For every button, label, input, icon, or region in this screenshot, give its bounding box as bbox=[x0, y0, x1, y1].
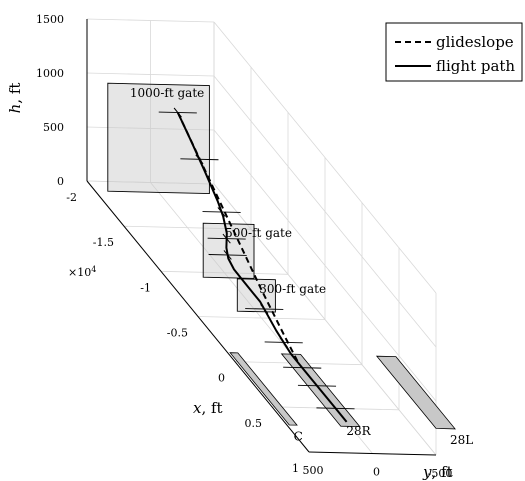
runway-label: 28L bbox=[450, 433, 473, 447]
runway-label: C bbox=[294, 429, 303, 443]
back-wall-gridline bbox=[213, 129, 437, 402]
y-tick-label: 500 bbox=[303, 464, 324, 477]
back-wall-gridline bbox=[213, 21, 437, 294]
marker-fuselage bbox=[331, 403, 340, 414]
aircraft-marker bbox=[180, 154, 219, 165]
z-tick-label: 1500 bbox=[36, 13, 64, 26]
marker-fuselage bbox=[223, 250, 232, 260]
marker-fuselage bbox=[298, 362, 307, 373]
runway-strip bbox=[375, 355, 456, 430]
aircraft-marker bbox=[207, 233, 246, 244]
y-tick-label: -500 bbox=[428, 467, 453, 480]
x-axis-label: x, ft bbox=[193, 399, 223, 417]
z-tick-label: 500 bbox=[43, 121, 64, 134]
aircraft-marker bbox=[297, 380, 337, 391]
aircraft-marker bbox=[158, 107, 197, 118]
gate-label: 300-ft gate bbox=[259, 282, 326, 296]
y-tick-label: 0 bbox=[373, 466, 380, 479]
x-axis-line bbox=[86, 180, 310, 453]
x-tick-label: -0.5 bbox=[167, 327, 188, 340]
legend-flight-path-label: flight path bbox=[436, 57, 515, 75]
aircraft-marker bbox=[316, 403, 355, 414]
z-axis-label: h, ft bbox=[6, 83, 24, 114]
aircraft-marker bbox=[245, 304, 284, 314]
y-axis-label: y, ft bbox=[422, 463, 453, 481]
gate-rectangle bbox=[202, 222, 255, 279]
gates: 1000-ft gate 500-ft gate 300-ft gate bbox=[107, 82, 326, 313]
gate-label: 1000-ft gate bbox=[130, 86, 204, 100]
side-wall-gridline bbox=[86, 18, 215, 23]
floor-gridline bbox=[213, 183, 437, 456]
x-tick-label: 0.5 bbox=[245, 417, 263, 430]
side-wall-gridline bbox=[86, 72, 215, 77]
z-tick-label: 1000 bbox=[36, 67, 64, 80]
x-axis-exponent: ×104 bbox=[68, 265, 96, 280]
legend-glideslope-label: glideslope bbox=[436, 33, 514, 51]
trajectories bbox=[176, 112, 348, 423]
gate-label: 500-ft gate bbox=[225, 226, 292, 240]
marker-fuselage bbox=[312, 380, 322, 391]
y-axis-line bbox=[308, 451, 437, 456]
marker-fuselage bbox=[217, 207, 226, 217]
gate-rectangle bbox=[236, 278, 276, 313]
marker-fuselage bbox=[195, 154, 204, 165]
marker-fuselage bbox=[222, 233, 231, 244]
x-tick-label: 1 bbox=[292, 462, 299, 475]
runway-strip bbox=[229, 352, 298, 426]
marker-fuselage bbox=[279, 337, 288, 348]
legend: glideslope flight path bbox=[385, 22, 523, 82]
aircraft-marker bbox=[283, 362, 322, 373]
legend-box bbox=[385, 22, 523, 82]
marker-fuselage bbox=[260, 304, 269, 314]
z-tick-label: 0 bbox=[57, 175, 64, 188]
glideslope-line bbox=[176, 112, 300, 364]
aircraft-markers bbox=[158, 107, 355, 414]
x-tick-label: 0 bbox=[218, 372, 225, 385]
aircraft-marker bbox=[208, 250, 247, 260]
x-tick-label: -2 bbox=[66, 191, 77, 204]
runway-label: 28R bbox=[346, 424, 371, 438]
aircraft-marker bbox=[202, 207, 241, 217]
back-wall-gridline bbox=[213, 75, 437, 348]
x-tick-label: -1.5 bbox=[93, 236, 114, 249]
x-tick-label: -1 bbox=[140, 281, 151, 294]
aircraft-marker bbox=[264, 337, 303, 348]
marker-fuselage bbox=[173, 107, 182, 118]
gate-rectangle bbox=[107, 82, 210, 195]
flight-path-line bbox=[176, 112, 348, 423]
